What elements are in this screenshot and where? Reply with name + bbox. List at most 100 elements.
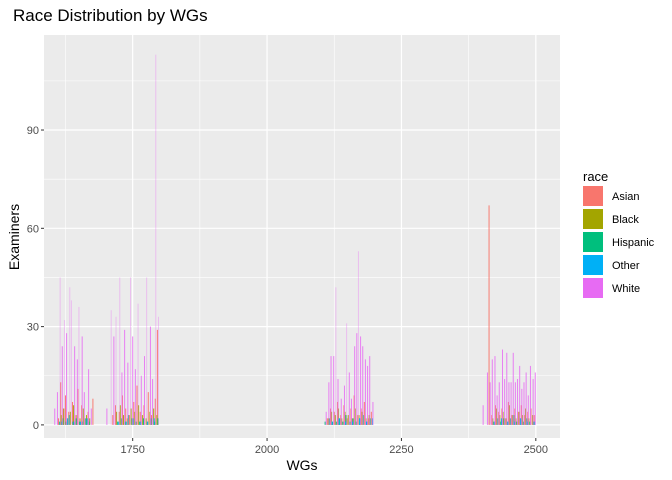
- bar-hispanic: [359, 418, 361, 425]
- bar-hispanic: [342, 421, 344, 425]
- bar-hispanic: [362, 415, 364, 425]
- bar-black: [499, 415, 501, 425]
- bar-hispanic: [513, 415, 515, 425]
- legend-swatch-other: [583, 255, 603, 275]
- bar-white: [534, 372, 536, 425]
- bar-white: [140, 375, 142, 425]
- bar-hispanic: [533, 421, 535, 425]
- bar-black: [518, 411, 520, 425]
- bar-white: [333, 356, 335, 425]
- bar-black: [73, 405, 75, 425]
- bar-asian: [336, 401, 338, 425]
- bar-asian: [118, 411, 120, 425]
- bar-other: [352, 421, 354, 425]
- x-axis-title: WGs: [286, 457, 317, 473]
- bar-black: [69, 411, 71, 425]
- bar-other: [366, 421, 367, 425]
- bar-other: [513, 421, 515, 425]
- bar-other: [359, 418, 361, 425]
- legend-label-asian: Asian: [612, 191, 640, 203]
- bar-asian: [77, 388, 79, 425]
- bar-hispanic: [154, 421, 156, 425]
- legend-items: Asian Black Hispanic Other White: [583, 186, 655, 298]
- bar-asian: [367, 418, 369, 425]
- bar-white: [519, 365, 521, 425]
- bar-white: [146, 277, 148, 425]
- bar-hispanic: [157, 418, 159, 425]
- bar-white: [61, 346, 63, 425]
- bar-hispanic: [332, 421, 334, 425]
- bar-hispanic: [335, 421, 337, 425]
- bar-white: [356, 333, 358, 425]
- bar-asian: [154, 398, 156, 425]
- bar-asian: [356, 415, 358, 425]
- bar-asian: [156, 329, 158, 425]
- legend-swatch-hispanic: [583, 232, 603, 252]
- bar-hispanic: [59, 421, 61, 425]
- bar-white: [149, 326, 151, 425]
- bar-white: [357, 251, 359, 425]
- bar-asian: [517, 411, 519, 425]
- bar-white: [498, 382, 500, 425]
- bar-black: [502, 411, 504, 425]
- bar-white: [369, 356, 371, 425]
- bar-asian: [114, 405, 116, 425]
- bar-white: [337, 379, 339, 425]
- bar-other: [118, 421, 120, 425]
- bar-hispanic: [127, 415, 129, 425]
- bar-asian: [520, 405, 522, 425]
- bar-hispanic: [500, 421, 502, 425]
- bar-white: [83, 392, 85, 425]
- y-tick-label: 90: [27, 125, 39, 137]
- bar-asian: [530, 408, 532, 425]
- bar-white: [134, 369, 136, 425]
- bar-hispanic: [117, 421, 119, 425]
- bar-black: [134, 411, 136, 425]
- bar-asian: [147, 392, 149, 425]
- bar-black: [76, 415, 78, 425]
- bar-white: [348, 372, 350, 425]
- legend-swatch-black: [583, 209, 603, 229]
- bar-hispanic: [516, 421, 518, 425]
- bar-white: [501, 349, 503, 425]
- bar-asian: [65, 395, 66, 425]
- bar-asian: [58, 418, 60, 425]
- bar-other: [507, 421, 509, 425]
- bar-hispanic: [506, 421, 508, 425]
- x-axis: 1750 2000 2250 2500: [120, 438, 548, 456]
- bar-white: [152, 379, 154, 425]
- bar-black: [89, 418, 91, 425]
- bar-asian: [143, 405, 145, 425]
- bar-asian: [60, 382, 62, 425]
- bar-white: [113, 336, 115, 425]
- bar-black: [79, 418, 81, 425]
- bar-black: [130, 408, 132, 425]
- bar-white: [127, 362, 129, 425]
- bar-asian: [504, 418, 506, 425]
- bar-white: [486, 372, 488, 425]
- bar-hispanic: [139, 421, 141, 425]
- bar-white: [482, 405, 484, 425]
- bar-asian: [524, 415, 526, 425]
- bar-black: [512, 415, 514, 425]
- y-axis: 0 30 60 90: [27, 125, 44, 432]
- bar-hispanic: [369, 418, 371, 425]
- bar-black: [82, 408, 84, 425]
- bar-black: [358, 415, 360, 425]
- bar-hispanic: [65, 421, 67, 425]
- bar-hispanic: [355, 421, 357, 425]
- bar-black: [145, 418, 147, 425]
- plot-panel: [44, 35, 560, 438]
- bar-black: [153, 408, 155, 425]
- y-tick-label: 60: [27, 223, 39, 235]
- bar-black: [331, 411, 333, 425]
- bar-asian: [511, 415, 513, 425]
- bar-black: [116, 411, 118, 425]
- bar-other: [493, 421, 495, 425]
- bar-other: [80, 421, 82, 425]
- bar-black: [63, 408, 65, 425]
- bar-asian: [136, 385, 138, 425]
- bar-black: [60, 415, 62, 425]
- bar-white: [512, 352, 514, 425]
- bar-other: [526, 421, 528, 425]
